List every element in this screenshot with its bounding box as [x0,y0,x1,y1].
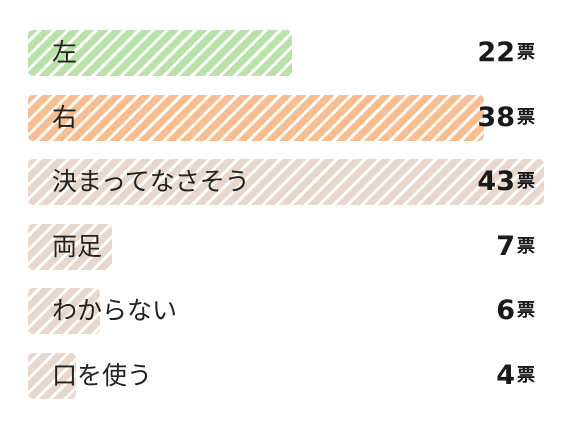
category-label: 決まってなさそう [52,167,250,196]
unit-label: 票 [517,42,535,63]
unit-label: 票 [517,106,535,128]
bar [28,159,544,205]
value-label: 4 [496,359,515,391]
bar-row: 口を使う 4 票 [0,352,577,401]
bar [28,223,112,270]
bar-row: 両足 7 票 [0,223,577,272]
category-label: わからない [52,296,178,325]
bar [28,288,100,334]
value-label: 22 [477,37,515,68]
value-label: 6 [496,295,515,326]
bar [28,94,484,141]
value-label: 43 [477,166,515,197]
category-label: 左 [52,38,78,67]
unit-label: 票 [517,235,535,257]
bar-row: 右 38 票 [0,94,577,143]
bar [28,30,292,76]
bar-row: 決まってなさそう 43 票 [0,159,577,207]
bar [28,352,76,399]
unit-label: 票 [517,364,535,386]
value-label: 38 [477,101,515,133]
bar-row: 左 22 票 [0,30,577,78]
category-label: 両足 [52,231,103,261]
unit-label: 票 [517,300,535,321]
unit-label: 票 [517,171,535,192]
category-label: 口を使う [52,360,153,390]
bar-row: わからない 6 票 [0,288,577,336]
category-label: 右 [52,102,78,132]
value-label: 7 [496,230,515,262]
